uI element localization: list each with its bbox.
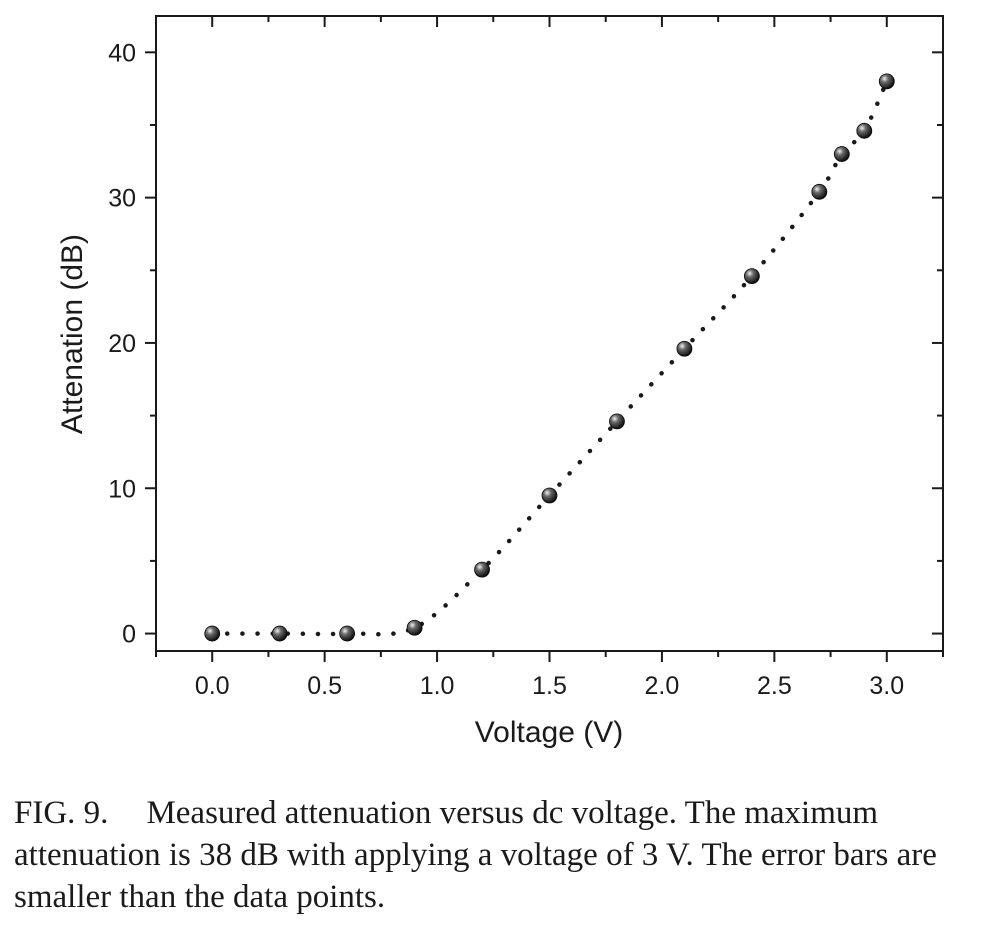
data-point	[204, 625, 221, 642]
y-tick-label: 40	[108, 39, 136, 67]
x-tick-label: 0.0	[195, 672, 230, 700]
x-tick-label: 1.5	[532, 672, 567, 700]
figure: 0.0 0.5 1.0 1.5 2.0 2.5 3.0 0 10 20 30 40 Voltage (…	[56, 15, 944, 749]
data-point	[811, 183, 828, 200]
data-point	[878, 73, 895, 90]
data-point	[743, 268, 760, 285]
x-tick-label: 3.0	[869, 672, 904, 700]
data-point	[541, 487, 558, 504]
caption-text: Measured attenuation versus dc voltage. …	[14, 795, 937, 915]
plot-frame	[155, 15, 944, 652]
x-tick-label: 2.5	[757, 672, 792, 700]
attenuation-chart: 0.0 0.5 1.0 1.5 2.0 2.5 3.0 0 10 20 30 40 Voltage (…	[56, 15, 944, 749]
y-tick-label: 20	[108, 330, 136, 358]
x-tick-label: 0.5	[307, 672, 342, 700]
y-tick-label: 0	[122, 621, 136, 649]
data-point	[271, 625, 288, 642]
data-point	[856, 122, 873, 139]
data-point	[676, 340, 693, 357]
y-axis-label: Attenation (dB)	[56, 234, 89, 434]
fit-line	[209, 79, 890, 637]
y-tick-label: 10	[108, 475, 136, 503]
data-point	[339, 625, 356, 642]
data-point	[833, 146, 850, 162]
caption-label: FIG. 9.	[14, 795, 109, 831]
x-tick-label: 1.0	[420, 672, 455, 700]
x-axis-label: Voltage (V)	[475, 716, 623, 749]
data-point	[474, 561, 490, 578]
data-point	[406, 619, 423, 636]
figure-caption: FIG. 9. Measured attenuation versus dc vo…	[14, 792, 999, 918]
data-point	[609, 413, 625, 430]
y-tick-label: 30	[108, 185, 136, 213]
x-tick-label: 2.0	[645, 672, 680, 700]
